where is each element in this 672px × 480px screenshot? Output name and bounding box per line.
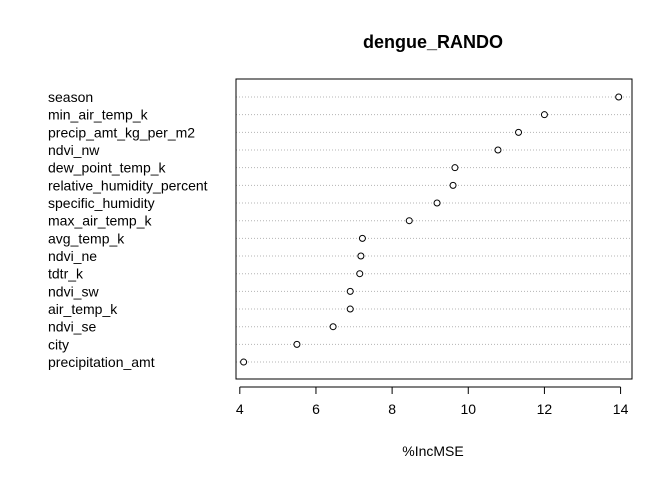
data-point xyxy=(615,93,623,101)
row-label: avg_temp_k xyxy=(48,230,125,246)
data-point xyxy=(405,217,413,225)
row-label: max_air_temp_k xyxy=(48,213,152,229)
row-labels: season min_air_temp_kprecip_amt_kg_per_m2… xyxy=(48,89,208,370)
data-point xyxy=(293,340,301,348)
row-label: min_air_temp_k xyxy=(48,107,149,123)
data-point xyxy=(329,323,337,331)
x-tick-label: 4 xyxy=(236,401,244,417)
row-label: dew_point_temp_k xyxy=(48,160,167,176)
chart-title: dengue_RANDO xyxy=(363,32,503,52)
x-tick-label: 14 xyxy=(613,401,629,417)
data-point xyxy=(515,128,523,136)
x-axis: 4 6 8 10 12 14 xyxy=(236,386,629,417)
x-tick-label: 8 xyxy=(388,401,396,417)
data-point xyxy=(494,146,502,154)
row-label: tdtr_k xyxy=(48,266,84,282)
data-point xyxy=(240,358,248,366)
x-tick-label: 6 xyxy=(312,401,320,417)
data-point xyxy=(433,199,441,207)
gridlines xyxy=(236,96,632,363)
data-point xyxy=(358,234,366,242)
x-tick-label: 12 xyxy=(537,401,553,417)
data-point xyxy=(540,111,548,119)
data-points xyxy=(240,93,623,366)
data-point xyxy=(451,164,459,172)
row-label: city xyxy=(48,336,69,352)
x-axis-title: %IncMSE xyxy=(402,443,463,459)
row-label: specific_humidity xyxy=(48,195,155,211)
row-label: relative_humidity_percent xyxy=(48,177,208,193)
data-point xyxy=(346,287,354,295)
row-label: ndvi_sw xyxy=(48,283,99,299)
row-label: air_temp_k xyxy=(48,301,118,317)
data-point xyxy=(356,270,364,278)
row-label: precip_amt_kg_per_m2 xyxy=(48,124,195,140)
row-label: ndvi_nw xyxy=(48,142,100,158)
data-point xyxy=(449,181,457,189)
data-point xyxy=(346,305,354,313)
row-label: season xyxy=(48,89,93,105)
x-tick-label: 10 xyxy=(460,401,476,417)
row-label: ndvi_se xyxy=(48,319,96,335)
row-label: ndvi_ne xyxy=(48,248,97,264)
plot-frame xyxy=(235,78,633,380)
row-label: precipitation_amt xyxy=(48,354,155,370)
data-point xyxy=(357,252,365,260)
